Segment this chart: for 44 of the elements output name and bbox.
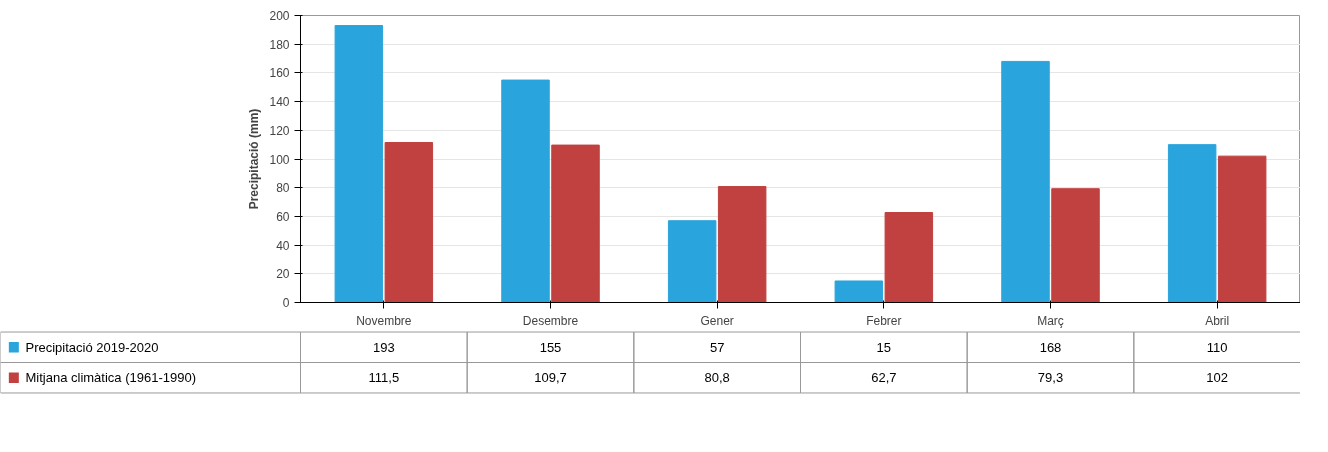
data-label: 155 <box>539 339 562 355</box>
data-label: 15 <box>876 339 892 355</box>
legend-label: Precipitació 2019-2020 <box>25 339 159 355</box>
x-tick-label: Febrer <box>866 313 902 328</box>
bar <box>1217 155 1267 303</box>
bar <box>667 220 717 303</box>
bar <box>717 186 767 303</box>
y-tick-label: 60 <box>276 209 290 224</box>
data-label: 80,8 <box>704 370 730 386</box>
y-tick-label: 40 <box>276 238 290 253</box>
bar <box>384 142 434 303</box>
data-label: 193 <box>372 339 395 355</box>
y-tick-label: 120 <box>269 123 290 138</box>
y-tick-label: 20 <box>276 267 290 282</box>
bar <box>1167 144 1217 303</box>
y-tick-label: 100 <box>269 152 290 167</box>
x-tick-label: Desembre <box>522 313 579 328</box>
bar <box>834 280 884 303</box>
bar <box>1051 188 1100 303</box>
bar <box>501 79 550 303</box>
y-tick-label: 80 <box>276 181 290 196</box>
data-label: 110 <box>1206 339 1228 355</box>
data-label: 109,7 <box>534 370 567 386</box>
bar <box>334 25 384 303</box>
bar <box>551 144 600 303</box>
x-tick-label: Març <box>1037 313 1064 328</box>
bar <box>884 212 934 303</box>
data-label: 79,3 <box>1037 370 1064 386</box>
data-label: 168 <box>1039 339 1062 355</box>
y-tick-label: 160 <box>269 66 290 81</box>
y-axis-title: Precipitació (mm) <box>247 108 262 210</box>
x-tick-label: Abril <box>1205 313 1230 328</box>
data-label: 62,7 <box>871 370 897 386</box>
x-tick-label: Novembre <box>356 313 412 328</box>
y-tick-label: 0 <box>282 296 290 310</box>
legend-label: Mitjana climàtica (1961-1990) <box>25 370 197 386</box>
data-label: 57 <box>709 339 725 355</box>
y-tick-label: 180 <box>269 37 290 52</box>
bar <box>1001 60 1050 303</box>
y-tick-label: 200 <box>269 9 290 23</box>
data-label: 102 <box>1206 370 1229 386</box>
x-tick-label: Gener <box>700 313 734 328</box>
y-tick-label: 140 <box>269 95 290 110</box>
data-label: 111,5 <box>368 370 400 386</box>
